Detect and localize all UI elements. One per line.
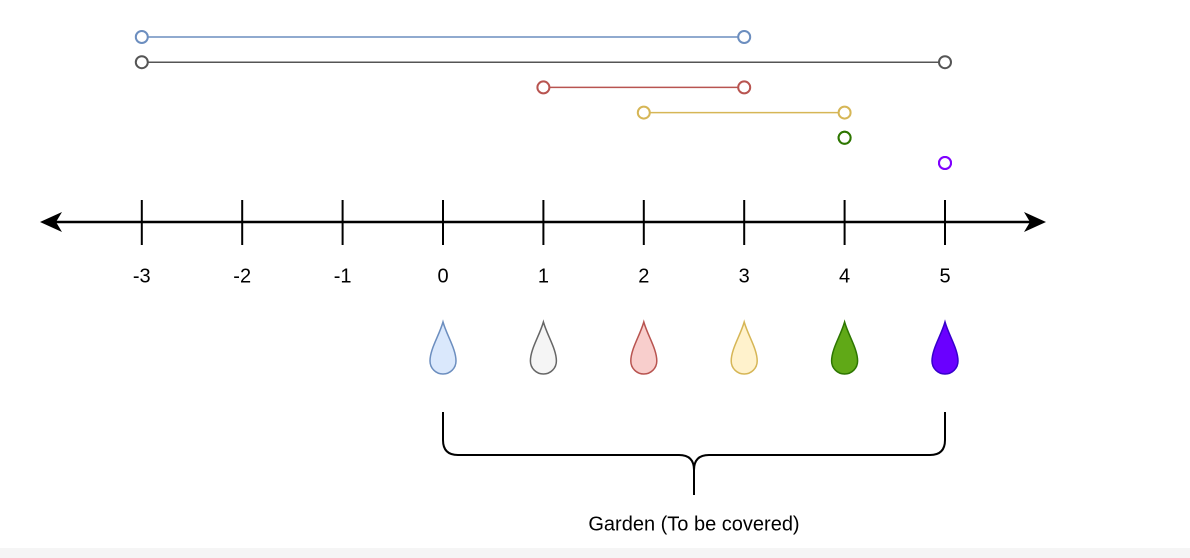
- arrow-right: [1024, 212, 1046, 232]
- interval-end: [737, 80, 752, 95]
- tick-label: 3: [739, 265, 750, 287]
- water-drop: [931, 319, 959, 375]
- arrow-left: [40, 212, 62, 232]
- brace: [442, 412, 946, 495]
- interval-start: [134, 55, 149, 70]
- interval-end: [737, 30, 752, 44]
- tick-label: 5: [939, 265, 950, 287]
- water-drop: [630, 319, 658, 375]
- water-drop: [730, 319, 758, 375]
- water-drop: [529, 319, 558, 375]
- tick-label: 1: [538, 265, 549, 287]
- interval-start: [536, 80, 551, 95]
- bottom-strip: [0, 548, 1190, 558]
- water-drop: [830, 319, 859, 375]
- interval-end: [938, 55, 952, 70]
- interval-start: [636, 105, 651, 120]
- tick-label: 0: [437, 265, 448, 287]
- interval-end: [837, 105, 852, 120]
- garden-label: Garden (To be covered): [588, 513, 799, 535]
- tick-label: 4: [839, 265, 850, 287]
- tick-label: -3: [133, 265, 151, 287]
- interval-end: [837, 130, 852, 145]
- interval-end: [938, 156, 952, 170]
- water-drop: [429, 319, 457, 375]
- tick-label: -2: [233, 265, 251, 287]
- tick-label: -1: [334, 265, 352, 287]
- interval-start: [134, 30, 149, 44]
- tick-label: 2: [638, 265, 649, 287]
